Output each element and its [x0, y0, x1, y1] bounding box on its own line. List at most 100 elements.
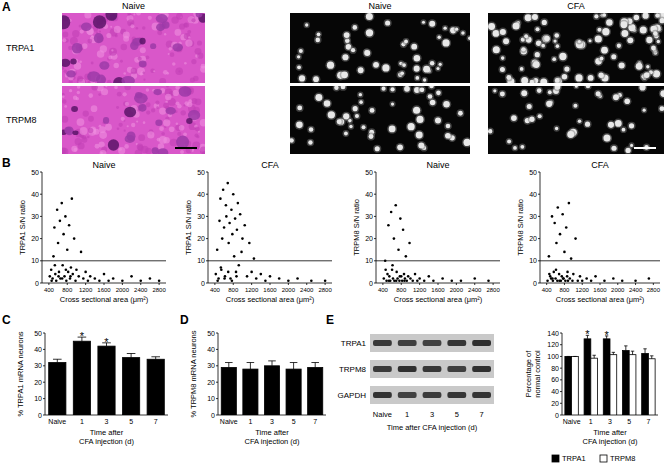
- texture: [150, 68, 155, 73]
- signal: [415, 76, 419, 80]
- point: [621, 279, 624, 282]
- signal: [430, 61, 435, 66]
- y-tick-label: 40: [529, 191, 537, 198]
- y-tick-label: 50: [365, 169, 373, 176]
- signal: [521, 77, 528, 83]
- point: [226, 182, 229, 185]
- point: [241, 237, 244, 240]
- y-tick: [43, 365, 45, 366]
- point: [70, 266, 73, 269]
- signal: [619, 62, 625, 68]
- point: [225, 204, 228, 207]
- y-axis-label: % TRPA1 mRNA neurons: [16, 331, 25, 416]
- x-tick-label: 5: [292, 418, 296, 425]
- point: [253, 257, 256, 260]
- signal: [468, 37, 470, 40]
- signal-glow: [356, 66, 365, 75]
- signal-glow: [312, 75, 321, 83]
- x-tick: [653, 283, 654, 285]
- gel-band: [472, 392, 491, 398]
- point: [237, 202, 240, 205]
- point: [158, 279, 161, 282]
- signal: [556, 44, 560, 48]
- bar: [584, 339, 591, 415]
- y-tick: [560, 415, 562, 416]
- point: [555, 242, 558, 245]
- texture: [175, 86, 179, 90]
- signal: [660, 90, 664, 97]
- error-bar: [592, 355, 595, 358]
- texture: [138, 57, 142, 61]
- texture: [83, 110, 89, 116]
- point: [403, 273, 406, 276]
- point: [574, 237, 577, 240]
- legend-label: TRPA1: [562, 454, 586, 463]
- x-tick-label: 800: [228, 287, 239, 293]
- signal: [622, 128, 626, 132]
- signal-glow: [437, 61, 443, 67]
- point: [230, 208, 233, 211]
- cell: [66, 70, 76, 77]
- signal: [657, 40, 660, 43]
- y-tick-label: 30: [34, 362, 42, 369]
- texture: [175, 67, 183, 75]
- signal-glow: [406, 122, 416, 132]
- point: [54, 273, 57, 276]
- bar: [648, 359, 655, 415]
- signal-glow: [594, 90, 602, 98]
- signal-glow: [436, 34, 442, 40]
- signal-glow: [403, 86, 412, 93]
- point: [402, 228, 405, 231]
- signal: [530, 80, 535, 83]
- signal-glow: [641, 13, 650, 20]
- error-bar: [573, 356, 576, 357]
- signal: [404, 39, 408, 43]
- point: [250, 271, 253, 274]
- point: [553, 222, 556, 225]
- cell: [172, 43, 183, 51]
- x-tick-label: 400: [210, 287, 221, 293]
- point: [121, 279, 124, 282]
- texture: [173, 90, 179, 96]
- point: [231, 279, 234, 282]
- signal: [602, 13, 606, 17]
- point: [383, 277, 386, 280]
- gel-band: [447, 366, 466, 372]
- point: [552, 279, 555, 282]
- y-tick: [560, 356, 562, 357]
- x-tick-label: 3: [270, 418, 274, 425]
- y-tick-label: 20: [365, 235, 373, 242]
- point: [568, 277, 571, 280]
- signal-glow: [351, 105, 359, 113]
- signal-glow: [512, 145, 519, 152]
- y-tick-label: 30: [31, 213, 39, 220]
- x-tick-label: 2000: [450, 287, 464, 293]
- y-tick: [560, 333, 562, 334]
- signal-glow: [360, 124, 367, 131]
- panel-label: D: [180, 313, 189, 327]
- texture: [77, 91, 80, 94]
- point: [239, 213, 242, 216]
- gel-band: [423, 392, 442, 398]
- signal-glow: [442, 99, 452, 109]
- point: [49, 275, 52, 278]
- signal-glow: [528, 115, 536, 123]
- error-bar: [53, 359, 62, 362]
- point: [428, 275, 431, 278]
- signal: [404, 86, 410, 92]
- x-tick: [85, 283, 86, 285]
- signal-glow: [619, 20, 629, 30]
- plot-area: [540, 202, 660, 282]
- point: [397, 248, 400, 251]
- error-bar: [311, 363, 319, 368]
- y-axis-label: normal control: [533, 350, 542, 398]
- signal: [608, 122, 614, 128]
- y-tick-label: 30: [207, 362, 215, 369]
- point: [384, 268, 387, 271]
- signal-glow: [325, 60, 335, 70]
- signal-glow: [498, 27, 507, 36]
- texture: [140, 73, 143, 76]
- scale-bar: [175, 147, 197, 149]
- y-tick: [216, 415, 218, 416]
- point: [236, 228, 239, 231]
